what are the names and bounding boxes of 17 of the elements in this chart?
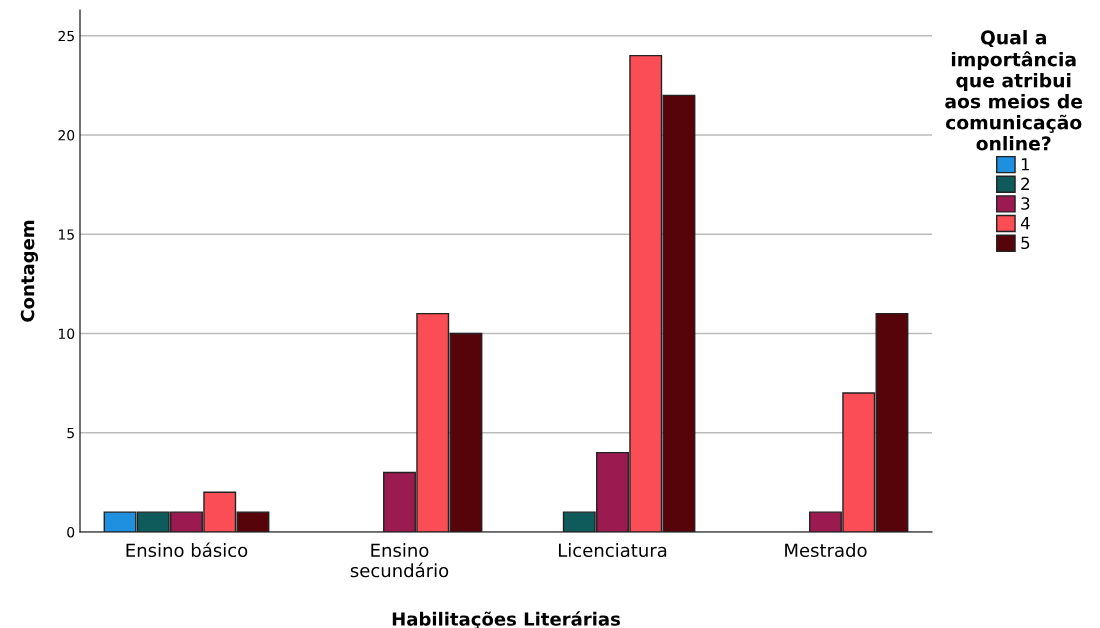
y-tick-label: 15 (58, 229, 74, 240)
legend-label: 4 (1020, 217, 1030, 230)
legend-label: 2 (1021, 177, 1029, 190)
y-tick-label: 0 (67, 526, 75, 538)
x-tick-label: Ensino secundário (350, 543, 449, 578)
y-tick-label: 10 (58, 328, 75, 339)
x-tick-label: Mestrado (785, 543, 867, 558)
y-tick-label: 5 (67, 427, 74, 439)
legend-title: Qual a importância que atribui aos meios de comunicação online? (945, 30, 1083, 151)
legend-label: 3 (1021, 197, 1030, 210)
x-tick-label: Ensino básico (126, 542, 248, 558)
legend-label: 5 (1021, 236, 1030, 250)
legend-label: 1 (1021, 158, 1030, 171)
y-tick-label: 20 (58, 130, 75, 141)
y-tick-label: 25 (58, 30, 74, 42)
y-axis-title: Contagem (20, 220, 39, 322)
x-tick-label: Licenciatura (558, 543, 667, 558)
